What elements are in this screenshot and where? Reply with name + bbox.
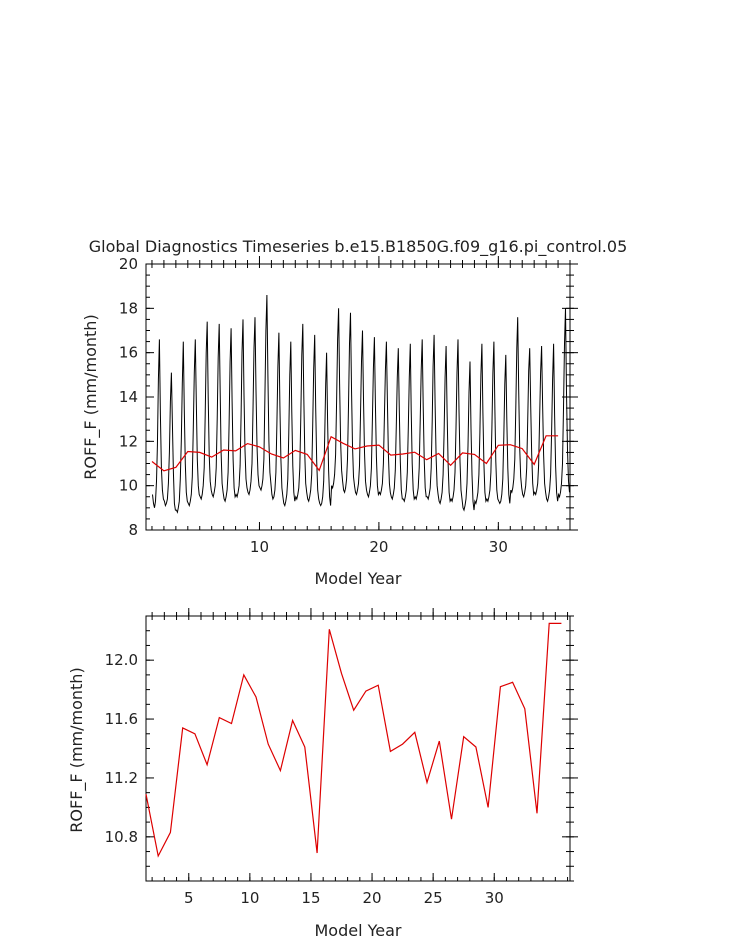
top-y-tick-label: 10 [119, 477, 138, 495]
top-y-axis-label: ROFF_F (mm/month) [81, 314, 101, 479]
bottom-x-tick-label: 15 [301, 889, 320, 907]
top-series-group [151, 294, 570, 514]
bottom-x-tick-label: 10 [240, 889, 259, 907]
top-x-tick-label: 20 [369, 538, 388, 556]
bottom-x-tick-label: 30 [485, 889, 504, 907]
bottom-series-group [145, 622, 562, 858]
bottom-axis-ticks: 5 10 15 20 25 30 10.8 11.2 11.6 12.0 [105, 608, 578, 907]
top-y-tick-label: 20 [119, 255, 138, 273]
top-y-tick-label: 14 [119, 388, 138, 406]
bottom-annual-series-line [145, 622, 562, 858]
bottom-y-tick-label: 11.6 [105, 710, 138, 728]
top-y-tick-label: 12 [119, 432, 138, 450]
top-y-tick-label: 8 [128, 521, 138, 539]
top-monthly-series-line [152, 294, 570, 514]
bottom-x-tick-label: 25 [424, 889, 443, 907]
top-x-axis-label: Model Year [315, 569, 402, 588]
top-x-tick-label: 10 [250, 538, 269, 556]
bottom-x-axis-label: Model Year [315, 921, 402, 940]
top-panel: 10 20 30 8 10 12 14 16 18 20 Model Year ROFF_F (m… [81, 255, 578, 588]
top-axis-ticks: 10 20 30 8 10 12 14 16 18 20 [119, 255, 578, 556]
bottom-y-tick-label: 10.8 [105, 828, 138, 846]
top-x-tick-label: 30 [489, 538, 508, 556]
bottom-x-tick-label: 20 [363, 889, 382, 907]
bottom-panel: 5 10 15 20 25 30 10.8 11.2 11.6 12.0 Model Year R… [67, 608, 578, 940]
bottom-y-tick-label: 12.0 [105, 651, 138, 669]
top-annual-series-line [151, 435, 559, 472]
top-y-tick-label: 16 [119, 344, 138, 362]
top-y-tick-label: 18 [119, 299, 138, 317]
bottom-y-tick-label: 11.2 [105, 769, 138, 787]
bottom-y-axis-label: ROFF_F (mm/month) [67, 667, 87, 832]
bottom-plot-frame [145, 615, 571, 882]
chart-title: Global Diagnostics Timeseries b.e15.B185… [89, 237, 628, 257]
bottom-x-tick-label: 5 [184, 889, 194, 907]
